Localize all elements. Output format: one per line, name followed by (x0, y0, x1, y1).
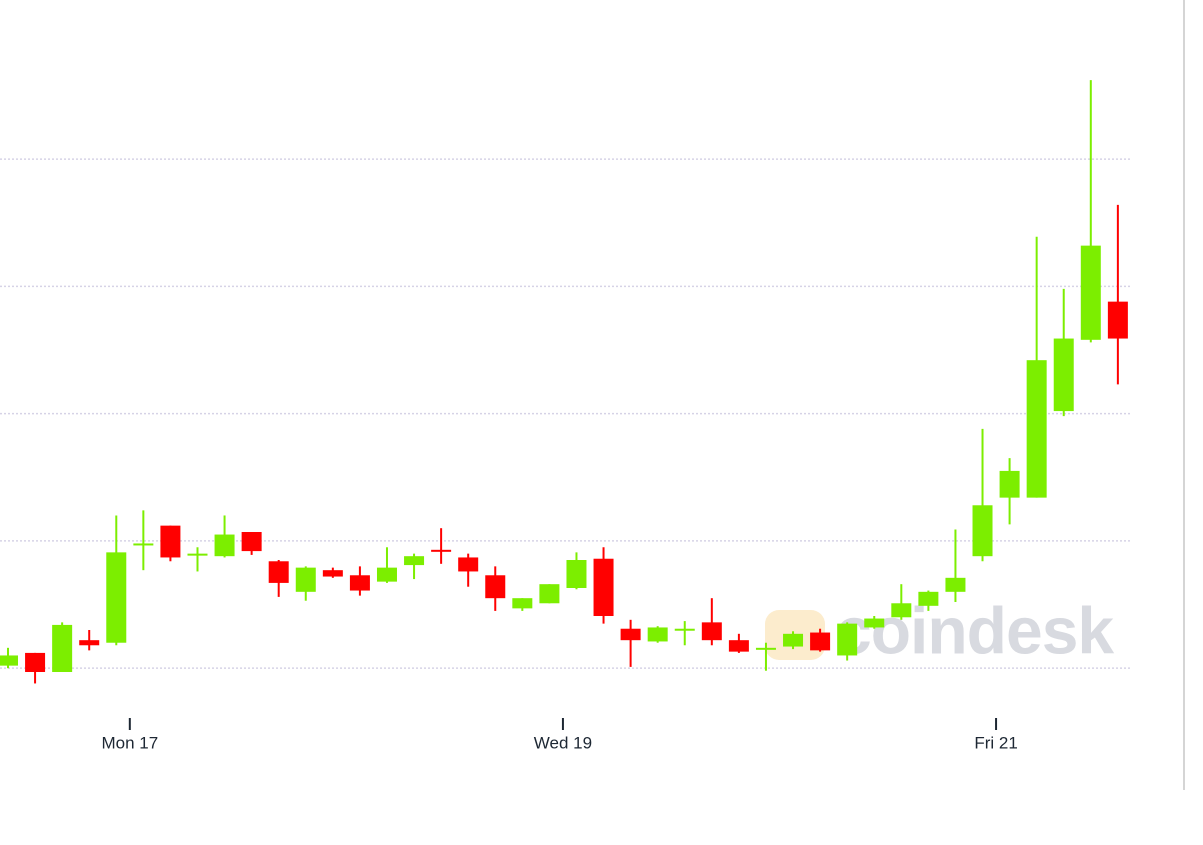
candle-body (106, 552, 127, 643)
candle-body (322, 570, 343, 577)
candle-body (647, 627, 668, 642)
candle-body (1107, 301, 1128, 339)
candle-body (1080, 245, 1101, 340)
candle-body (485, 575, 506, 599)
candle-body (539, 584, 560, 604)
x-tick-label: Wed 19 (534, 733, 592, 752)
candle-body (79, 640, 100, 646)
candle-body (783, 633, 804, 647)
x-tick-label: Fri 21 (974, 733, 1017, 752)
candle-body (674, 628, 695, 631)
candle-body (837, 623, 858, 656)
candle-body (972, 505, 993, 557)
candle-body (566, 560, 587, 588)
candle-body (1053, 338, 1074, 412)
candle-body (187, 553, 208, 556)
candle-body (891, 603, 912, 618)
candle-body (512, 598, 533, 609)
candle-body (458, 557, 479, 572)
candle-body (295, 567, 316, 592)
candle-body (241, 532, 262, 552)
candle-body (160, 525, 181, 558)
candle-body (945, 577, 966, 592)
candle-body (701, 622, 722, 641)
candle-body (133, 543, 154, 546)
candle-body (755, 647, 776, 650)
candle-body (376, 567, 397, 582)
candle-body (810, 632, 831, 651)
candle-body (0, 655, 18, 666)
candle-body (349, 575, 370, 591)
candle-body (918, 591, 939, 606)
candle-body (431, 549, 452, 552)
candle-body (1026, 360, 1047, 498)
candle-body (593, 558, 614, 616)
candle-body (25, 652, 46, 672)
x-tick-label: Mon 17 (101, 733, 158, 752)
candle-body (728, 640, 749, 652)
candle-body (404, 556, 425, 566)
candle-body (268, 561, 289, 583)
candle-body (214, 534, 235, 557)
candle-body (999, 470, 1020, 498)
candle-body (52, 624, 73, 672)
candle-body (864, 618, 885, 628)
candle-body (620, 628, 641, 641)
watermark: coindesk (835, 593, 1114, 667)
